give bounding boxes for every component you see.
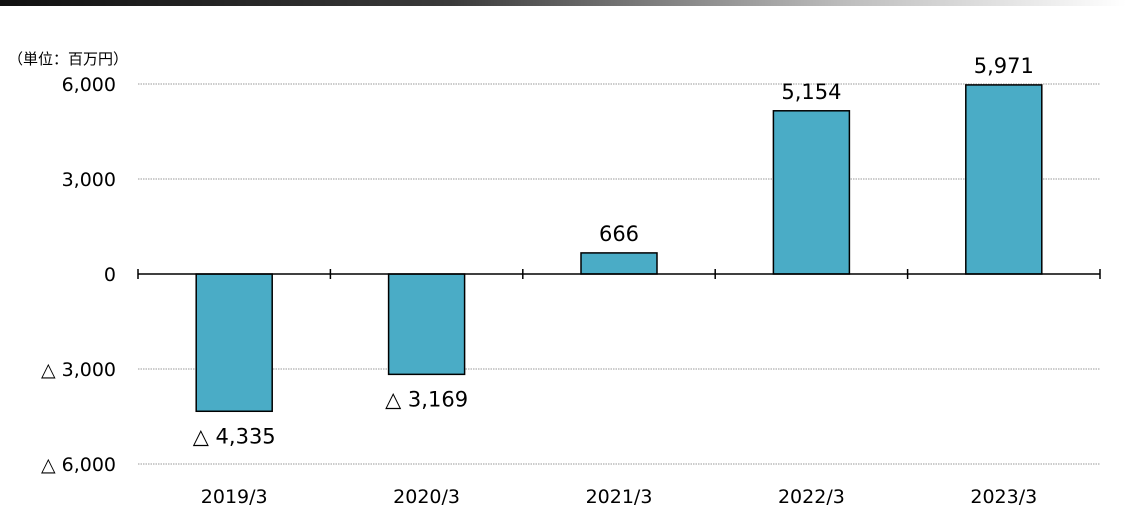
bar-2023-3 bbox=[965, 84, 1043, 275]
header-gradient-bar bbox=[0, 0, 1126, 6]
x-tick-label: 2022/3 bbox=[778, 486, 845, 508]
y-tick-label: △ 6,000 bbox=[41, 454, 116, 476]
unit-label: （単位：百万円） bbox=[8, 50, 129, 68]
y-tick-label: △ 3,000 bbox=[41, 359, 116, 381]
data-labels: △ 4,335 △ 3,169 666 5,154 5,971 bbox=[193, 54, 1034, 448]
data-label: 666 bbox=[599, 222, 639, 246]
bar-2022-3 bbox=[772, 110, 851, 275]
gridlines bbox=[138, 83, 1100, 465]
x-tick-label: 2019/3 bbox=[201, 486, 268, 508]
bar-2021-3 bbox=[580, 252, 658, 275]
bars bbox=[195, 84, 1043, 413]
y-tick-labels: 6,000 3,000 0 △ 3,000 △ 6,000 bbox=[41, 74, 116, 476]
x-tick-labels: 2019/3 2020/3 2021/3 2022/3 2023/3 bbox=[201, 486, 1037, 508]
data-label: △ 3,169 bbox=[385, 387, 468, 411]
x-tick-label: 2021/3 bbox=[586, 486, 653, 508]
data-label: △ 4,335 bbox=[193, 424, 276, 448]
data-label: 5,154 bbox=[781, 80, 841, 104]
x-axis bbox=[137, 269, 1101, 279]
data-label: 5,971 bbox=[974, 54, 1034, 78]
bar-2020-3 bbox=[387, 273, 466, 376]
y-tick-label: 3,000 bbox=[62, 169, 116, 191]
x-tick-label: 2020/3 bbox=[393, 486, 460, 508]
y-tick-label: 0 bbox=[104, 264, 116, 286]
x-tick-label: 2023/3 bbox=[970, 486, 1037, 508]
y-tick-label: 6,000 bbox=[62, 74, 116, 96]
bar-2019-3 bbox=[195, 273, 273, 413]
